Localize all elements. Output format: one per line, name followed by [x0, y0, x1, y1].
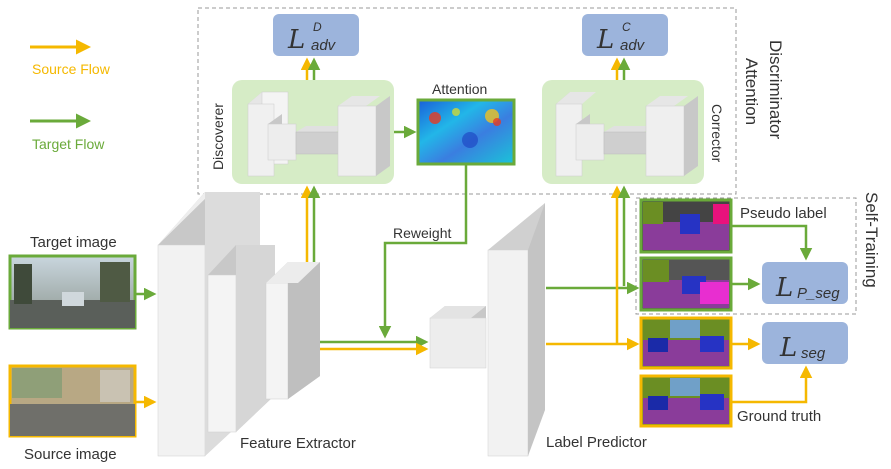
- svg-text:L: L: [287, 25, 305, 55]
- target-prediction-map: [639, 256, 733, 312]
- target-image: Target image: [8, 234, 137, 330]
- svg-text:C: C: [622, 20, 631, 34]
- feature-extractor: Feature Extractor: [157, 192, 356, 457]
- attention-heatmap: [416, 98, 516, 166]
- pseudo-label-map: [639, 198, 733, 254]
- legend-target-label: Target Flow: [32, 136, 105, 152]
- legend: Source Flow Target Flow: [30, 39, 111, 152]
- svg-text:L: L: [596, 25, 614, 55]
- ground-truth-text: Ground truth: [737, 408, 821, 425]
- loss-adv-d: L D adv: [273, 14, 359, 56]
- reweighted-feature-block: [429, 317, 487, 369]
- svg-text:seg: seg: [801, 345, 826, 362]
- group-label-disc-attn-1: Discriminator: [766, 40, 785, 140]
- svg-text:L: L: [775, 273, 793, 303]
- label-predictor-label: Label Predictor: [546, 434, 647, 451]
- source-image: Source image: [8, 364, 137, 463]
- svg-text:D: D: [313, 20, 322, 34]
- loss-p-seg: L P_seg: [762, 262, 848, 304]
- svg-text:adv: adv: [620, 37, 646, 54]
- attention-map: Attention: [416, 81, 516, 166]
- ground-truth-map: [639, 374, 733, 428]
- feature-extractor-label: Feature Extractor: [240, 435, 356, 452]
- svg-text:Discriminator: Discriminator: [766, 40, 785, 140]
- target-image-label: Target image: [30, 234, 117, 251]
- svg-text:L: L: [779, 333, 797, 363]
- corrector-label: Corrector: [709, 104, 725, 163]
- source-image-label: Source image: [24, 446, 117, 463]
- reweight-label: Reweight: [393, 225, 451, 241]
- self-training-label: Self-Training: [862, 192, 881, 288]
- svg-text:Self-Training: Self-Training: [862, 192, 881, 288]
- pseudo-label-text: Pseudo label: [740, 205, 827, 222]
- svg-text:adv: adv: [311, 37, 337, 54]
- discoverer-label: Discoverer: [210, 103, 226, 170]
- loss-seg: L seg: [762, 322, 848, 364]
- loss-adv-c: L C adv: [582, 14, 668, 56]
- corrector-module: Corrector: [542, 80, 725, 184]
- svg-text:P_seg: P_seg: [797, 285, 840, 302]
- attention-label: Attention: [432, 81, 487, 97]
- legend-source-label: Source Flow: [32, 61, 111, 77]
- svg-text:Attention: Attention: [742, 58, 761, 125]
- source-prediction-map: [639, 316, 733, 370]
- discriminator-attention-group: [197, 7, 737, 195]
- discoverer-module: Discoverer: [210, 80, 394, 184]
- group-label-disc-attn-2: Attention: [742, 58, 761, 125]
- label-predictor: Label Predictor: [429, 203, 647, 457]
